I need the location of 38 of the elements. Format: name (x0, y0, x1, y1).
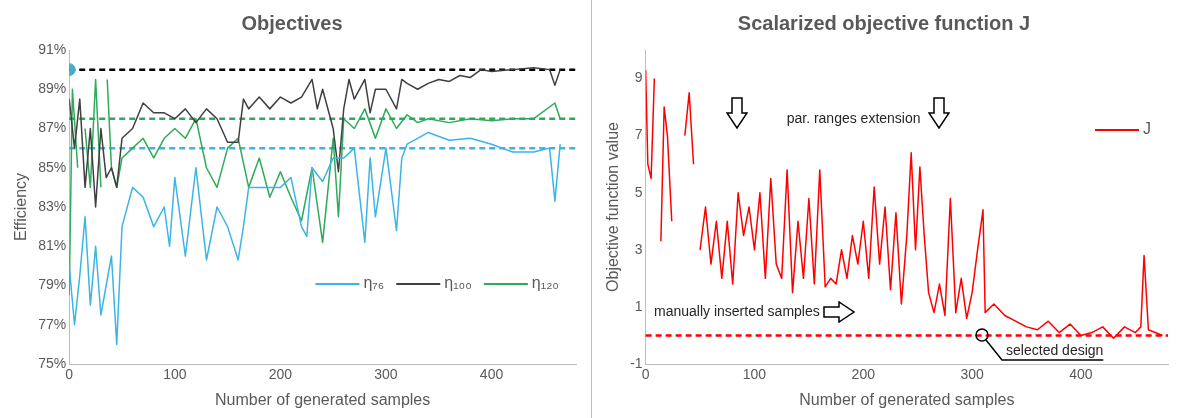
x-tick-label: 400 (1068, 366, 1093, 383)
y-tick-label: -1 (629, 354, 643, 371)
legend-label: η₁₂₀ (531, 274, 560, 292)
y-tick-label: 91% (38, 40, 67, 57)
legend-label: η₇₆ (363, 274, 385, 292)
x-tick-label: 0 (641, 366, 650, 383)
annotation: par. ranges extension (786, 109, 921, 126)
chart-title: Scalarized objective function J (737, 11, 1030, 34)
y-tick-label: 75% (38, 354, 67, 371)
x-axis-title: Number of generated samples (214, 390, 431, 408)
y-axis-title: Objective function value (603, 121, 621, 292)
legend-label: J (1142, 120, 1151, 138)
y-tick-label: 81% (38, 237, 67, 254)
x-axis-title: Number of generated samples (798, 390, 1014, 408)
y-tick-label: 79% (38, 276, 67, 293)
y-tick-label: 87% (38, 119, 67, 136)
x-tick-label: 200 (268, 366, 293, 383)
x-tick-label: 100 (742, 366, 766, 383)
x-tick-label: 100 (163, 366, 187, 383)
x-tick-label: 0 (65, 366, 74, 383)
y-tick-label: 7 (634, 126, 643, 143)
y-tick-label: 85% (38, 158, 67, 175)
x-tick-label: 300 (959, 366, 984, 383)
annotation: selected design (1005, 342, 1103, 359)
y-axis-title: Efficiency (12, 172, 30, 242)
y-tick-label: 77% (38, 315, 67, 332)
chart-title: Objectives (241, 11, 343, 34)
annotation: manually inserted samples (653, 303, 820, 320)
y-tick-label: 89% (38, 80, 67, 97)
x-tick-label: 300 (374, 366, 398, 383)
x-tick-label: 400 (479, 366, 504, 383)
x-tick-label: 200 (851, 366, 875, 383)
y-tick-label: 1 (634, 297, 643, 314)
y-tick-label: 5 (634, 183, 643, 200)
y-tick-label: 9 (634, 69, 643, 86)
legend-label: η₁₀₀ (444, 274, 472, 292)
y-tick-label: 3 (634, 240, 643, 257)
y-tick-label: 83% (38, 197, 67, 214)
